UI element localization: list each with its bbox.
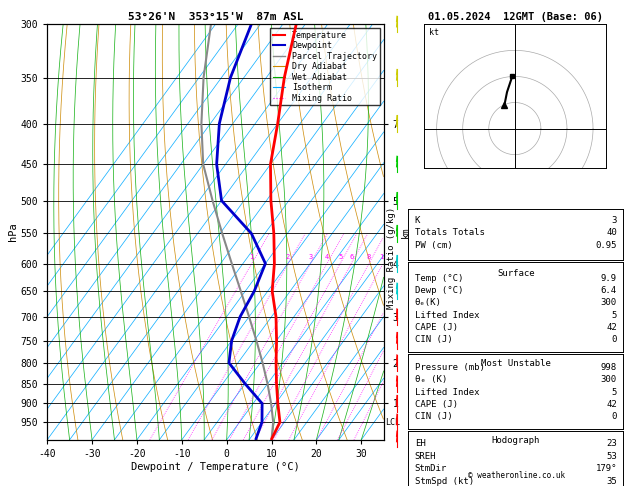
Text: CAPE (J): CAPE (J) <box>415 400 458 409</box>
Text: 53: 53 <box>606 452 617 461</box>
Text: EH: EH <box>415 439 425 448</box>
Text: Temp (°C): Temp (°C) <box>415 274 463 283</box>
Text: 42: 42 <box>606 323 617 332</box>
Text: 5: 5 <box>338 254 342 260</box>
Text: 0: 0 <box>611 412 617 421</box>
Text: 5: 5 <box>611 387 617 397</box>
Text: 35: 35 <box>606 477 617 486</box>
X-axis label: Dewpoint / Temperature (°C): Dewpoint / Temperature (°C) <box>131 462 300 471</box>
Text: 9.9: 9.9 <box>601 274 617 283</box>
Text: 3: 3 <box>308 254 313 260</box>
Text: Surface: Surface <box>497 269 535 278</box>
Text: 8: 8 <box>367 254 371 260</box>
Text: Dewp (°C): Dewp (°C) <box>415 286 463 295</box>
Text: Pressure (mb): Pressure (mb) <box>415 363 484 372</box>
Text: 1: 1 <box>250 254 254 260</box>
Y-axis label: km
ASL: km ASL <box>401 223 423 241</box>
Text: 5: 5 <box>611 311 617 319</box>
Text: Most Unstable: Most Unstable <box>481 359 551 368</box>
Text: SREH: SREH <box>415 452 436 461</box>
Text: 2: 2 <box>286 254 290 260</box>
Text: LCL: LCL <box>386 417 401 427</box>
Text: 0.95: 0.95 <box>596 241 617 250</box>
Text: 179°: 179° <box>596 465 617 473</box>
Text: Mixing Ratio (g/kg): Mixing Ratio (g/kg) <box>387 207 396 309</box>
Text: 3: 3 <box>611 216 617 225</box>
Text: 6.4: 6.4 <box>601 286 617 295</box>
Text: 42: 42 <box>606 400 617 409</box>
Legend: Temperature, Dewpoint, Parcel Trajectory, Dry Adiabat, Wet Adiabat, Isotherm, Mi: Temperature, Dewpoint, Parcel Trajectory… <box>270 29 379 105</box>
Text: 10: 10 <box>379 254 387 260</box>
Text: Lifted Index: Lifted Index <box>415 311 479 319</box>
Text: StmSpd (kt): StmSpd (kt) <box>415 477 474 486</box>
Text: θₑ(K): θₑ(K) <box>415 298 442 307</box>
Text: 40: 40 <box>606 228 617 238</box>
Text: θₑ (K): θₑ (K) <box>415 375 447 384</box>
Text: CAPE (J): CAPE (J) <box>415 323 458 332</box>
Text: Lifted Index: Lifted Index <box>415 387 479 397</box>
Text: 0: 0 <box>611 335 617 344</box>
Y-axis label: hPa: hPa <box>8 223 18 242</box>
Text: 300: 300 <box>601 375 617 384</box>
Text: 998: 998 <box>601 363 617 372</box>
Text: CIN (J): CIN (J) <box>415 412 452 421</box>
Text: Hodograph: Hodograph <box>492 435 540 445</box>
Text: CIN (J): CIN (J) <box>415 335 452 344</box>
Text: kt: kt <box>429 28 439 37</box>
Text: 4: 4 <box>325 254 329 260</box>
Text: K: K <box>415 216 420 225</box>
Text: PW (cm): PW (cm) <box>415 241 452 250</box>
Text: Totals Totals: Totals Totals <box>415 228 484 238</box>
Text: StmDir: StmDir <box>415 465 447 473</box>
Text: 300: 300 <box>601 298 617 307</box>
Title: 53°26'N  353°15'W  87m ASL: 53°26'N 353°15'W 87m ASL <box>128 12 303 22</box>
Text: 6: 6 <box>349 254 353 260</box>
Text: 01.05.2024  12GMT (Base: 06): 01.05.2024 12GMT (Base: 06) <box>428 12 603 22</box>
Text: 23: 23 <box>606 439 617 448</box>
Text: © weatheronline.co.uk: © weatheronline.co.uk <box>469 471 565 480</box>
